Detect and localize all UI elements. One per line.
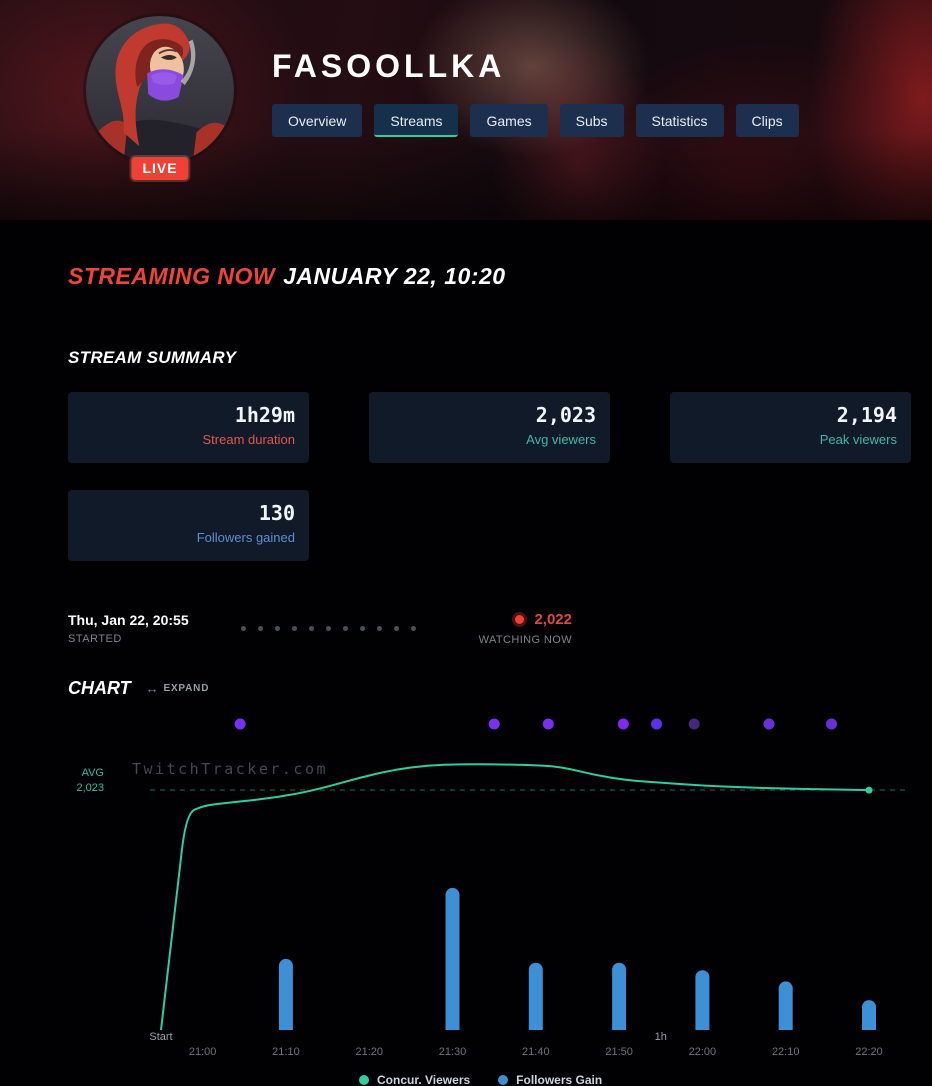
avg-label-value: 2,023 — [76, 782, 104, 794]
progress-dot — [309, 626, 314, 631]
x-tick-time: 22:10 — [771, 1046, 800, 1058]
card-label: Stream duration — [202, 432, 296, 447]
legend-label: Concur. Viewers — [377, 1073, 471, 1086]
followers-gain-bar — [778, 981, 793, 1030]
followers-gain-bar — [695, 970, 710, 1030]
card-value: 2,194 — [836, 403, 897, 427]
event-dot[interactable] — [488, 718, 500, 730]
event-dot[interactable] — [688, 718, 700, 730]
event-dot[interactable] — [826, 718, 837, 730]
tab-games[interactable]: Games — [470, 104, 548, 137]
card-value: 1h29m — [234, 403, 295, 427]
legend-item[interactable]: Followers Gain — [498, 1073, 602, 1086]
summary-card: 2,023 Avg viewers — [369, 392, 610, 463]
stream-summary-heading: STREAM SUMMARY — [68, 348, 237, 367]
chart-heading: CHART — [68, 678, 131, 698]
watching-label: WATCHING NOW — [478, 634, 572, 646]
avatar[interactable]: LIVE — [86, 16, 234, 180]
summary-cards: 1h29m Stream duration 2,023 Avg viewers 2,19… — [68, 392, 911, 561]
followers-gain-bar — [445, 887, 460, 1030]
progress-dot — [326, 626, 331, 631]
current-viewers-point — [865, 786, 873, 794]
x-tick-time: 21:00 — [188, 1046, 217, 1058]
live-badge: LIVE — [131, 157, 189, 180]
started-label: STARTED — [68, 633, 122, 645]
progress-dot — [292, 626, 297, 631]
viewers-chart: AVG 2,023 TwitchTracker.com Start 1h 21:00… — [0, 710, 932, 1086]
watching-value: 2,022 — [534, 611, 572, 628]
followers-gain-bar — [278, 958, 293, 1030]
progress-dot — [411, 626, 416, 631]
chart-plot — [150, 718, 906, 1030]
expand-label: EXPAND — [163, 683, 210, 694]
profile-header: LIVE FASOOLLKA Overview Streams Games Subs S… — [0, 0, 932, 220]
card-label: Peak viewers — [819, 432, 897, 447]
tab-clips[interactable]: Clips — [735, 104, 799, 137]
x-tick-time: 22:20 — [855, 1046, 883, 1058]
tab-overview[interactable]: Overview — [272, 104, 363, 137]
streaming-now-datetime: JANUARY 22, 10:20 — [283, 263, 506, 289]
tab-statistics[interactable]: Statistics — [635, 104, 724, 137]
stream-progress-dots — [241, 626, 416, 631]
followers-gain-bar — [862, 1000, 876, 1030]
summary-card: 2,194 Peak viewers — [670, 392, 911, 463]
x-tick-time: 22:00 — [688, 1046, 717, 1058]
event-dot[interactable] — [617, 718, 629, 730]
legend-dot-icon — [498, 1075, 509, 1085]
avg-axis-label: AVG 2,023 — [58, 766, 104, 796]
watermark: TwitchTracker.com — [132, 760, 329, 778]
expand-arrows-icon: ↔ — [145, 680, 160, 696]
tab-subs[interactable]: Subs — [559, 104, 624, 137]
event-dot[interactable] — [542, 718, 554, 730]
x-tick-time: 21:30 — [438, 1046, 467, 1058]
page-title: FASOOLLKA — [272, 48, 506, 84]
streaming-now-label: STREAMING NOW — [68, 263, 276, 289]
x-tick-elapsed: 1h — [654, 1031, 667, 1043]
avatar-image — [86, 16, 234, 164]
summary-card: 130 Followers gained — [68, 490, 309, 561]
progress-dot — [377, 626, 382, 631]
started-block: Thu, Jan 22, 20:55 STARTED — [68, 612, 189, 645]
x-tick-elapsed: Start — [149, 1031, 173, 1043]
card-value: 130 — [258, 501, 295, 525]
chart-header: CHART ↔ EXPAND — [68, 678, 209, 699]
x-tick-time: 21:40 — [522, 1046, 550, 1058]
progress-dot — [241, 626, 246, 631]
legend-item[interactable]: Concur. Viewers — [359, 1073, 470, 1086]
event-dot[interactable] — [763, 718, 775, 730]
summary-card: 1h29m Stream duration — [68, 392, 309, 463]
legend-label: Followers Gain — [516, 1073, 603, 1086]
x-tick-time: 21:20 — [355, 1046, 383, 1058]
x-tick-time: 21:10 — [272, 1046, 300, 1058]
concurrent-viewers-line — [160, 763, 870, 1030]
card-label: Followers gained — [196, 530, 295, 545]
legend-dot-icon — [359, 1075, 370, 1085]
progress-dot — [275, 626, 280, 631]
progress-dot — [394, 626, 399, 631]
event-dot[interactable] — [651, 718, 663, 730]
card-label: Avg viewers — [526, 432, 596, 447]
progress-dot — [343, 626, 348, 631]
progress-dot — [258, 626, 263, 631]
expand-button[interactable]: ↔ EXPAND — [145, 680, 210, 696]
x-tick-time: 21:50 — [605, 1046, 633, 1058]
card-value: 2,023 — [535, 403, 596, 427]
event-dot[interactable] — [234, 718, 246, 730]
live-dot-icon — [515, 615, 525, 624]
profile-tabs: Overview Streams Games Subs Statistics Clips — [272, 104, 799, 137]
progress-dot — [360, 626, 365, 631]
chart-legend: Concur. Viewers Followers Gain — [359, 1073, 602, 1086]
avg-label-text: AVG — [81, 767, 104, 779]
followers-gain-bar — [528, 962, 543, 1030]
watching-now-block: 2,022 WATCHING NOW — [440, 611, 572, 646]
tab-streams[interactable]: Streams — [374, 104, 459, 137]
followers-gain-bar — [612, 962, 627, 1030]
started-datetime: Thu, Jan 22, 20:55 — [68, 612, 189, 628]
streaming-now-heading: STREAMING NOW JANUARY 22, 10:20 — [68, 263, 506, 290]
